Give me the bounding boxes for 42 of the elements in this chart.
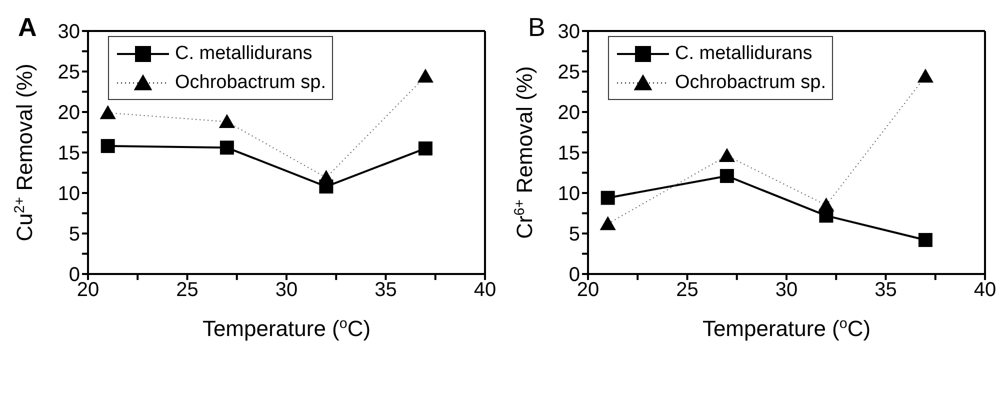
x-tick-label: 30 — [775, 279, 798, 302]
x-axis-title: Temperature ($^{o}$C) — [202, 316, 371, 341]
point — [718, 148, 735, 162]
x-tick-label: 35 — [874, 279, 897, 302]
y-tick-label: 20 — [558, 102, 580, 124]
y-tick-label: 5 — [568, 224, 580, 246]
x-tick-label: 30 — [275, 279, 298, 302]
y-tick-label: 25 — [558, 62, 580, 84]
legend-label: C. metallidurans — [675, 42, 812, 64]
point — [600, 190, 615, 205]
y-tick-label: 15 — [58, 142, 80, 165]
point — [917, 68, 934, 83]
point — [100, 139, 115, 154]
legend-label: Ochrobactrum sp. — [175, 72, 326, 94]
point — [918, 232, 932, 247]
chart-title: A — [18, 12, 37, 43]
x-tick-label: 25 — [676, 279, 698, 302]
point — [818, 197, 834, 212]
point — [720, 168, 734, 183]
point — [100, 105, 116, 120]
y-tick-label: 15 — [558, 142, 580, 165]
y-tick-label: 5 — [68, 224, 80, 246]
x-tick-label: 25 — [176, 279, 198, 302]
point — [417, 68, 434, 83]
y-tick-label: 25 — [58, 62, 80, 84]
y-tick-label: 30 — [58, 21, 80, 44]
y-tick-label: 10 — [558, 183, 580, 206]
y-tick-label: 10 — [58, 183, 80, 206]
x-tick-label: 40 — [474, 279, 496, 302]
point — [600, 216, 616, 230]
legend-label: Ochrobactrum sp. — [675, 72, 826, 94]
y-tick-label: 20 — [58, 102, 80, 124]
x-tick-label: 40 — [974, 279, 996, 302]
legend-label: C. metallidurans — [175, 42, 312, 64]
point — [218, 114, 235, 128]
y-tick-label: 30 — [558, 21, 580, 44]
point — [220, 140, 234, 155]
x-axis-title: Temperature ($^{o}$C) — [702, 316, 871, 341]
chart-title: B — [528, 12, 546, 43]
x-tick-label: 35 — [374, 279, 397, 302]
point — [318, 170, 334, 184]
point — [418, 141, 432, 156]
